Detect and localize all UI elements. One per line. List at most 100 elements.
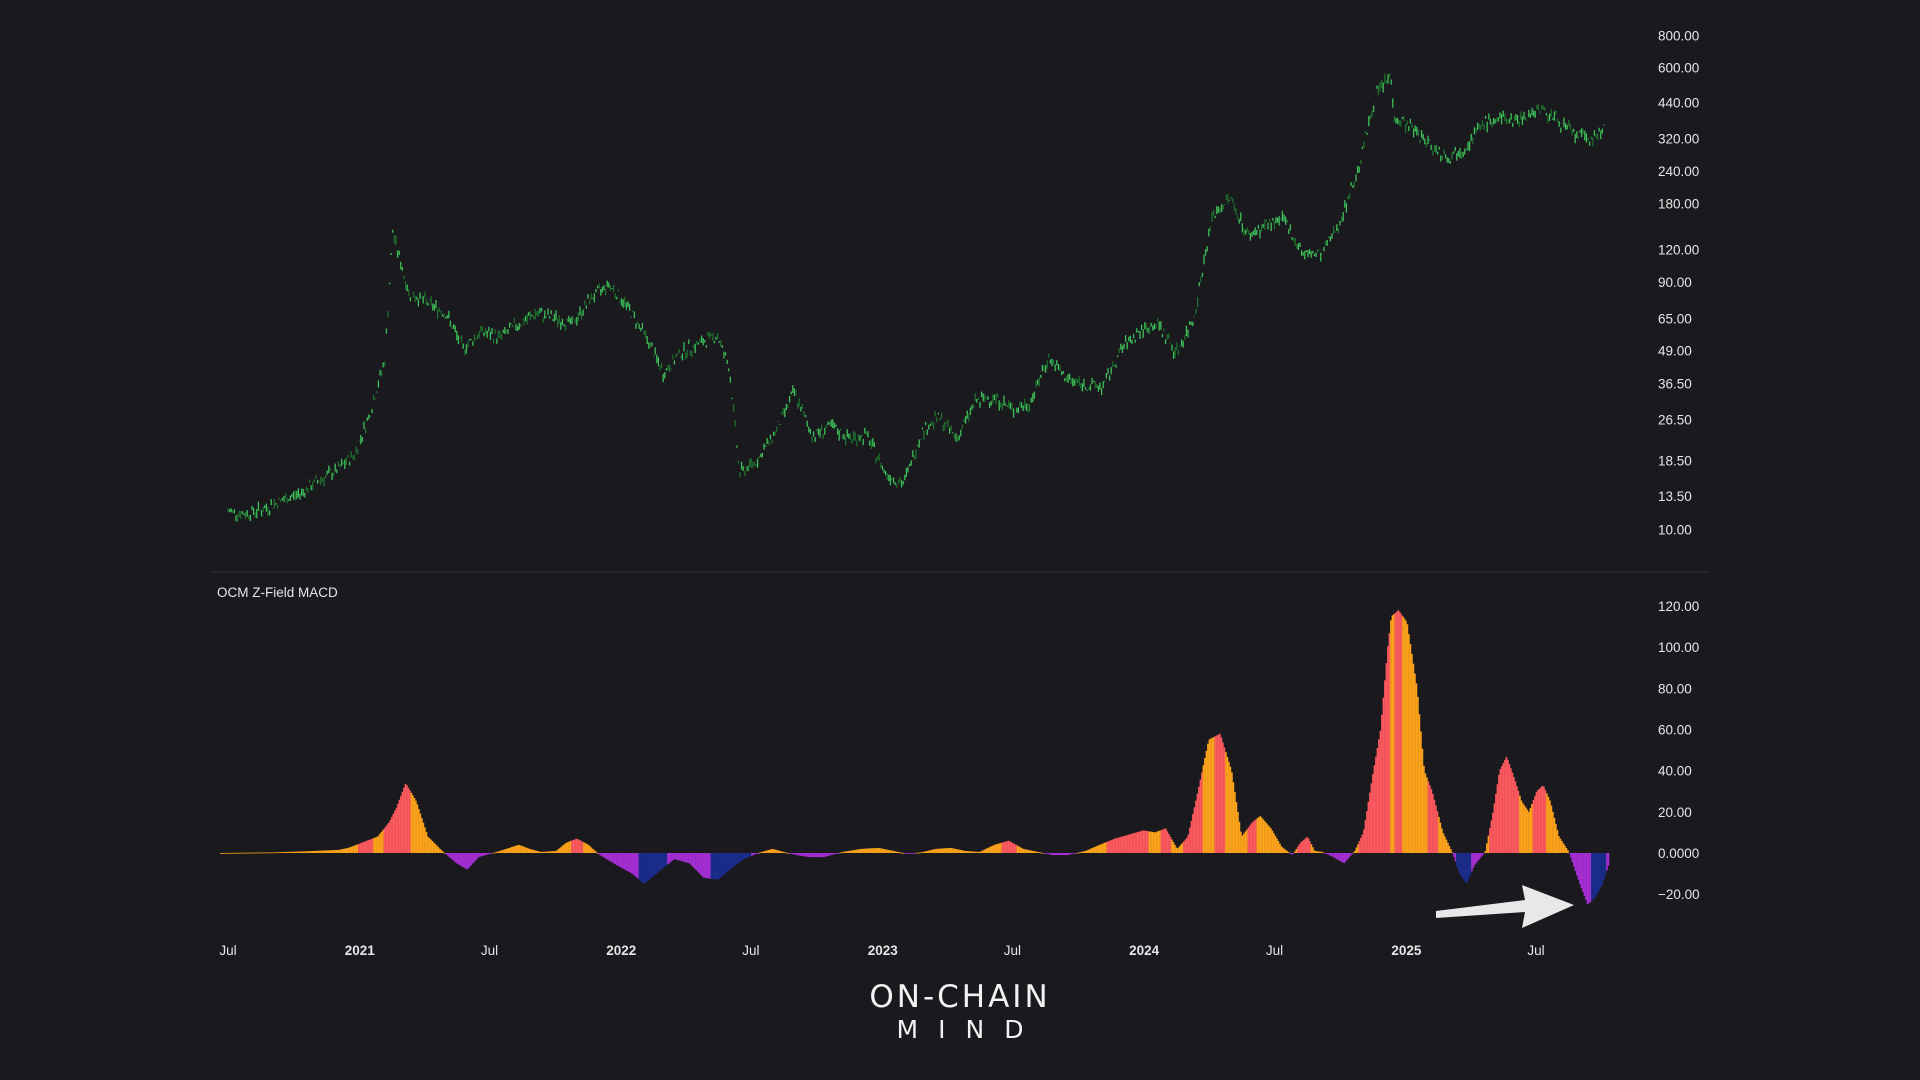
macd-bar xyxy=(1127,834,1130,853)
macd-bar xyxy=(536,850,539,853)
macd-bar xyxy=(467,853,470,869)
macd-bar xyxy=(751,853,753,856)
macd-bar xyxy=(838,853,840,854)
macd-bar xyxy=(1427,781,1430,853)
macd-bar xyxy=(1114,838,1116,853)
macd-bar xyxy=(884,849,887,853)
macd-bar xyxy=(1108,841,1110,853)
macd-bar xyxy=(533,850,536,853)
macd-bar xyxy=(1193,807,1196,853)
macd-bar xyxy=(1372,774,1374,853)
macd-bar xyxy=(769,849,771,853)
macd-bar xyxy=(392,813,395,853)
macd-bar xyxy=(1486,843,1488,853)
macd-bar xyxy=(1103,842,1106,853)
macd-bar xyxy=(616,853,618,866)
macd-bar xyxy=(1343,853,1346,863)
macd-bar xyxy=(1052,853,1055,856)
macd-bar xyxy=(728,853,731,871)
macd-bar xyxy=(1250,823,1253,853)
macd-bar xyxy=(1330,853,1332,856)
macd-bar xyxy=(638,853,641,880)
macd-bar xyxy=(1559,838,1562,853)
macd-bar xyxy=(410,792,413,853)
macd-bar xyxy=(311,851,314,853)
macd-axis: 120.00 100.00 80.00 60.00 40.00 20.00 0.0000 −2… xyxy=(1658,599,1700,902)
macd-bar xyxy=(1174,844,1176,853)
macd-bar xyxy=(652,853,654,877)
macd-bar xyxy=(1004,841,1007,853)
macd-bar xyxy=(869,848,872,853)
macd-bar xyxy=(304,851,306,853)
macd-bar xyxy=(1028,850,1031,853)
macd-bar xyxy=(982,850,984,853)
time-tick-label: 2025 xyxy=(1391,943,1422,958)
macd-bar xyxy=(680,853,683,862)
macd-bar xyxy=(449,853,452,858)
macd-bar xyxy=(808,853,810,857)
macd-bar xyxy=(862,848,864,853)
macd-bar xyxy=(223,852,225,854)
macd-bar xyxy=(505,848,507,853)
macd-bar xyxy=(1277,841,1280,853)
macd-bar xyxy=(472,853,474,864)
macd-bar xyxy=(643,853,645,884)
macd-bar xyxy=(1265,822,1268,853)
macd-bar xyxy=(1321,851,1323,853)
time-tick-label: Jul xyxy=(1004,943,1021,958)
macd-bar xyxy=(1118,837,1121,853)
macd-bar xyxy=(479,853,482,857)
macd-bar xyxy=(275,852,278,854)
macd-bar xyxy=(641,853,644,883)
macd-bar xyxy=(797,853,800,856)
macd-bar xyxy=(1405,620,1407,853)
macd-bar xyxy=(1334,853,1337,859)
macd-bar xyxy=(968,851,971,853)
macd-bar xyxy=(997,843,999,853)
macd-bar xyxy=(1274,835,1277,853)
macd-bar xyxy=(1130,833,1133,853)
macd-bar xyxy=(1198,786,1200,853)
macd-bar xyxy=(319,850,321,853)
macd-bar xyxy=(338,849,341,853)
macd-bar xyxy=(1382,697,1385,853)
price-axis: 800.00 600.00 440.00 320.00 240.00 180.00 120.… xyxy=(1658,28,1699,537)
macd-bar xyxy=(608,853,611,861)
macd-bar xyxy=(380,831,383,853)
macd-bar xyxy=(698,853,701,874)
macd-bar xyxy=(541,851,543,853)
macd-bar xyxy=(913,853,915,854)
macd-bar xyxy=(1588,853,1590,904)
macd-bar xyxy=(230,852,233,854)
price-tick-label: 36.50 xyxy=(1658,377,1692,392)
price-tick-label: 18.50 xyxy=(1658,453,1692,468)
macd-bar xyxy=(550,851,552,853)
macd-bar xyxy=(1358,841,1361,853)
macd-bar xyxy=(584,843,587,853)
macd-bar xyxy=(1378,739,1380,853)
macd-bar xyxy=(379,833,381,853)
macd-bar xyxy=(1169,836,1172,853)
macd-bar xyxy=(347,847,350,853)
macd-bar xyxy=(1088,849,1091,853)
macd-bar xyxy=(1538,788,1541,853)
macd-bar xyxy=(1498,774,1500,853)
macd-bar xyxy=(1235,802,1238,853)
macd-bar xyxy=(1465,853,1467,883)
macd-bar xyxy=(1145,830,1148,853)
macd-bar xyxy=(1549,800,1551,853)
macd-bar xyxy=(476,853,479,859)
macd-bar xyxy=(1036,851,1038,853)
macd-bar xyxy=(883,848,885,853)
macd-bar xyxy=(265,852,267,854)
macd-bar xyxy=(854,849,857,853)
macd-bar xyxy=(1000,842,1002,853)
macd-bar xyxy=(802,853,804,857)
macd-bar xyxy=(737,853,740,864)
macd-bar xyxy=(1106,841,1109,853)
macd-bar xyxy=(892,850,894,853)
macd-bar xyxy=(1387,646,1389,853)
macd-bar xyxy=(1100,844,1103,853)
macd-bar xyxy=(974,851,977,853)
